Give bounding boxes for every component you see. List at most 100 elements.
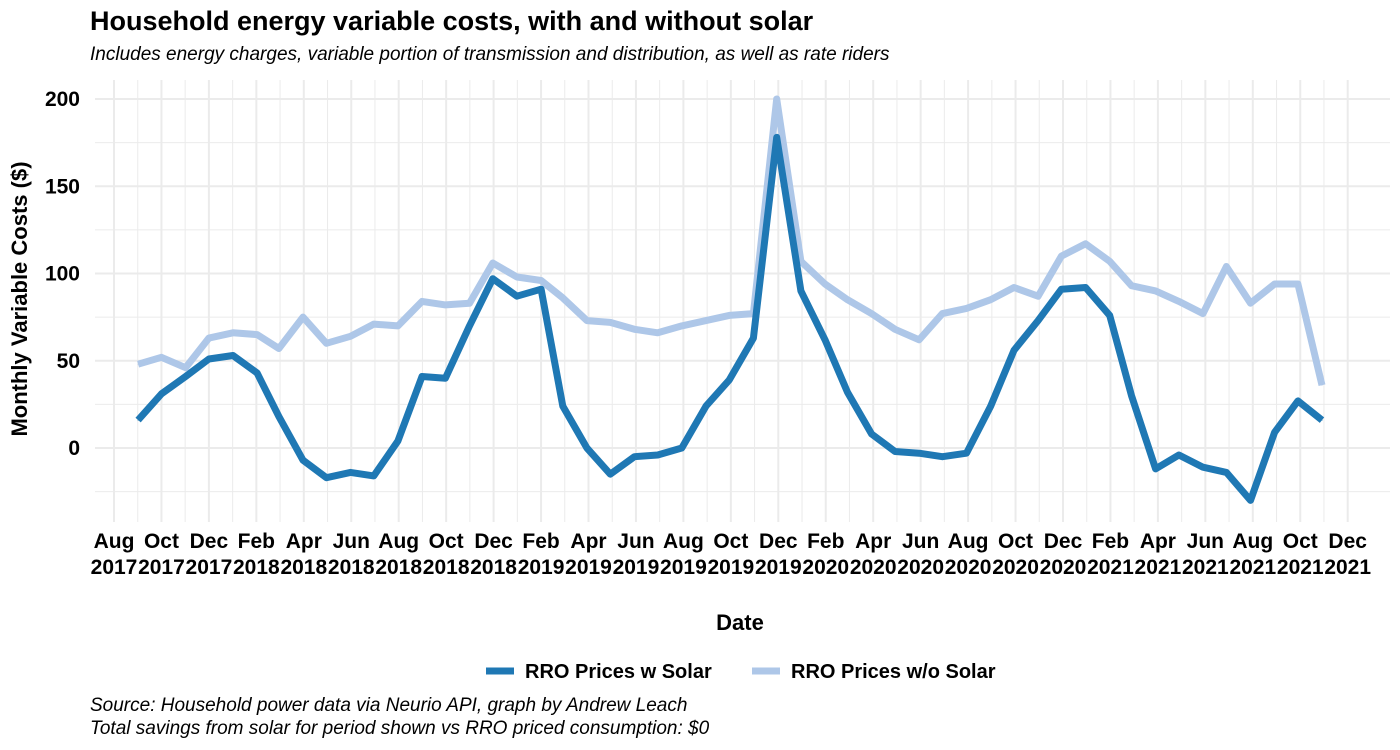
data-point: [232, 355, 234, 356]
y-tick-label: 50: [57, 350, 80, 373]
data-point: [633, 456, 635, 458]
data-point: [1250, 302, 1251, 304]
data-point: [1297, 283, 1299, 285]
data-point: [776, 98, 778, 100]
data-point: [1274, 283, 1276, 285]
data-point: [1202, 466, 1204, 468]
data-point: [185, 376, 187, 377]
data-point: [586, 447, 588, 449]
data-point: [681, 447, 683, 449]
legend-label: RRO Prices w/o Solar: [791, 661, 996, 683]
data-point: [1109, 314, 1111, 316]
x-tick-label: Apr 2018: [280, 530, 327, 579]
x-tick-label: Oct 2020: [992, 530, 1039, 579]
data-point: [492, 278, 494, 280]
data-point: [1013, 287, 1015, 288]
data-point: [609, 473, 611, 475]
data-point: [1131, 395, 1132, 397]
data-point: [824, 339, 826, 341]
data-point: [918, 339, 920, 341]
data-point: [1060, 255, 1062, 257]
legend-item-without-solar: RRO Prices w/o Solar: [752, 661, 996, 683]
data-point: [302, 316, 304, 318]
data-point: [208, 337, 210, 339]
x-tick-label: Feb 2021: [1087, 530, 1134, 579]
series-layer: [135, 95, 1326, 504]
x-tick-label: Aug 2019: [660, 530, 707, 579]
data-point: [325, 342, 327, 344]
y-tick-label: 200: [45, 88, 80, 111]
data-point: [350, 471, 351, 473]
data-point: [373, 323, 375, 325]
data-point: [1321, 384, 1323, 386]
data-point: [397, 325, 399, 327]
caption-source: Source: Household power data via Neurio …: [90, 695, 688, 716]
data-point: [1250, 499, 1251, 501]
x-axis-title: Date: [716, 610, 764, 635]
data-point: [185, 367, 187, 369]
y-axis-title: Monthly Variable Costs ($): [7, 161, 32, 436]
data-point: [681, 325, 683, 327]
data-point: [137, 363, 139, 365]
data-point: [160, 393, 162, 395]
data-point: [1274, 431, 1276, 433]
data-point: [1225, 266, 1227, 267]
data-point: [1178, 454, 1180, 456]
data-point: [871, 433, 873, 435]
data-point: [1085, 243, 1087, 245]
x-tick-label: Jun 2019: [613, 530, 660, 579]
x-tick-label: Feb 2020: [802, 530, 849, 579]
x-tick-label: Oct 2019: [707, 530, 754, 579]
x-tick-label: Oct 2021: [1277, 530, 1324, 579]
x-tick-label: Jun 2018: [328, 530, 375, 579]
data-point: [444, 377, 446, 379]
chart-subtitle: Includes energy charges, variable portio…: [90, 44, 890, 65]
x-tick-label: Jun 2020: [897, 530, 944, 579]
data-point: [990, 299, 992, 301]
data-point: [1085, 287, 1087, 288]
x-tick-label: Dec 2017: [186, 530, 233, 579]
data-point: [232, 332, 234, 334]
data-point: [540, 288, 542, 290]
data-point: [397, 440, 399, 442]
data-point: [705, 405, 707, 407]
x-tick-label: Dec 2019: [755, 530, 802, 579]
x-tick-label: Apr 2020: [850, 530, 897, 579]
data-point: [586, 320, 588, 322]
data-point: [278, 416, 280, 418]
data-point: [421, 300, 423, 302]
data-point: [728, 379, 730, 381]
data-point: [657, 454, 659, 456]
data-point: [728, 314, 730, 316]
grid: [95, 80, 1390, 522]
x-tick-label: Dec 2021: [1324, 530, 1371, 579]
data-point: [516, 276, 518, 278]
data-point: [1155, 468, 1157, 470]
data-point: [941, 456, 943, 458]
data-point: [421, 376, 423, 377]
data-point: [1321, 419, 1323, 421]
legend-label: RRO Prices w Solar: [525, 661, 712, 683]
x-tick-label: Apr 2021: [1135, 530, 1182, 579]
caption-savings: Total savings from solar for period show…: [90, 718, 710, 739]
data-point: [208, 358, 210, 360]
data-point: [1202, 313, 1204, 315]
data-point: [800, 260, 802, 262]
data-point: [256, 334, 258, 336]
x-tick-label: Oct 2017: [138, 530, 185, 579]
data-point: [847, 391, 848, 393]
data-point: [302, 459, 304, 461]
data-point: [1178, 300, 1180, 302]
data-point: [373, 475, 375, 477]
data-point: [847, 299, 848, 301]
data-point: [516, 295, 518, 297]
legend-item-with-solar: RRO Prices w Solar: [486, 661, 712, 683]
x-tick-label: Jun 2021: [1182, 530, 1229, 579]
data-point: [1297, 400, 1299, 402]
y-tick-label: 150: [45, 175, 80, 198]
x-tick-label: Oct 2018: [423, 530, 470, 579]
data-point: [705, 320, 707, 322]
data-point: [469, 302, 470, 304]
data-point: [800, 290, 802, 292]
x-tick-label: Aug 2020: [945, 530, 992, 579]
